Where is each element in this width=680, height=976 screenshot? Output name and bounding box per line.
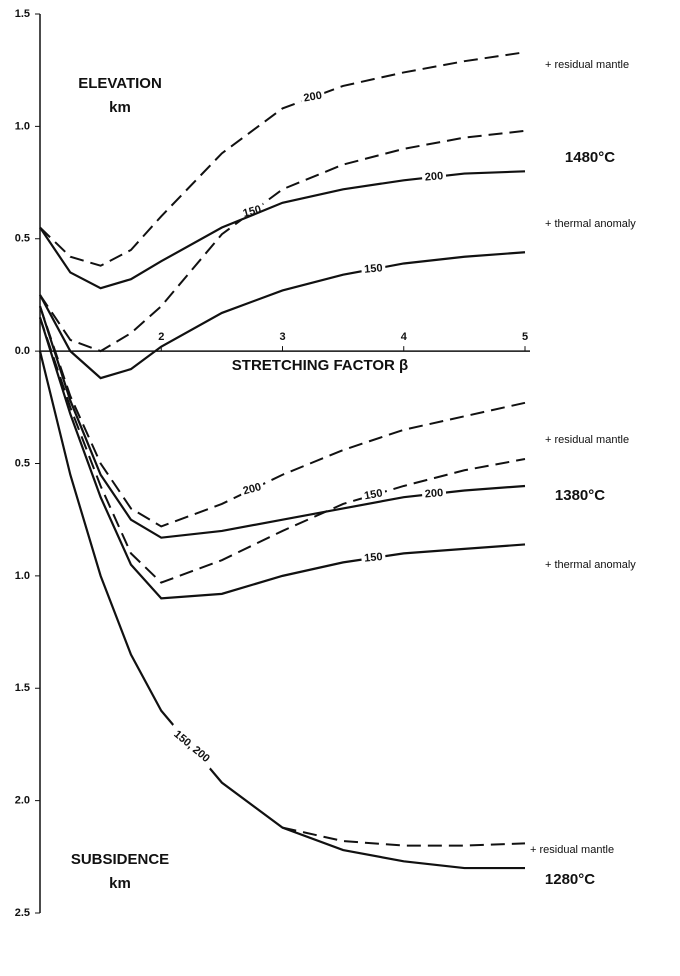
y-tick-label: 0.0 xyxy=(15,345,30,357)
curve-label: 150 xyxy=(364,262,383,276)
annotation: 1380°C xyxy=(555,487,605,504)
x-tick-label: 4 xyxy=(401,331,408,343)
curve-label: 200 xyxy=(242,481,263,497)
annotation: km xyxy=(109,875,131,892)
label-bg xyxy=(421,168,447,185)
label-bg xyxy=(165,723,218,771)
curve xyxy=(39,129,526,353)
annotation: ELEVATION xyxy=(78,75,162,92)
x-axis-label: STRETCHING FACTOR β xyxy=(232,357,408,374)
x-tick-label: 5 xyxy=(522,331,528,343)
y-tick-label: 1.0 xyxy=(15,570,30,582)
y-tick-label: 2.5 xyxy=(15,907,30,919)
curve xyxy=(38,317,526,600)
curve xyxy=(39,170,526,290)
curve xyxy=(39,251,526,380)
label-bg xyxy=(299,88,326,107)
y-tick-label: 1.5 xyxy=(15,8,30,20)
curve xyxy=(39,305,526,528)
y-tick-label: 1.5 xyxy=(15,682,30,694)
label-bg xyxy=(360,549,387,566)
annotation: + thermal anomaly xyxy=(545,218,636,230)
curve xyxy=(38,350,525,870)
annotation: + residual mantle xyxy=(545,434,629,446)
y-tick-label: 0.5 xyxy=(15,457,30,469)
annotation: + thermal anomaly xyxy=(545,559,636,571)
curve xyxy=(39,317,526,584)
curve xyxy=(282,826,526,847)
annotation: 1480°C xyxy=(565,149,615,166)
annotation: km xyxy=(109,99,131,116)
label-bg xyxy=(238,479,266,500)
curve-label: 150, 200 xyxy=(171,728,212,765)
label-bg xyxy=(360,485,387,504)
curve-label: 150 xyxy=(363,487,383,502)
x-tick-label: 2 xyxy=(158,331,164,343)
curve-label: 150 xyxy=(242,204,263,220)
curve-label: 200 xyxy=(424,487,443,501)
curve-label: 200 xyxy=(424,170,443,184)
label-bg xyxy=(360,261,387,278)
x-tick-label: 3 xyxy=(279,331,285,343)
label-bg xyxy=(421,485,447,502)
annotation: 1280°C xyxy=(545,871,595,888)
annotation: + residual mantle xyxy=(545,59,629,71)
y-tick-label: 1.0 xyxy=(15,120,30,132)
y-tick-label: 0.5 xyxy=(15,233,30,245)
y-tick-label: 2.0 xyxy=(15,795,30,807)
annotation: SUBSIDENCE xyxy=(71,851,169,868)
curve-label: 200 xyxy=(303,90,323,105)
curve-label: 150 xyxy=(364,551,383,565)
curve xyxy=(39,51,526,267)
annotation: + residual mantle xyxy=(530,844,614,856)
